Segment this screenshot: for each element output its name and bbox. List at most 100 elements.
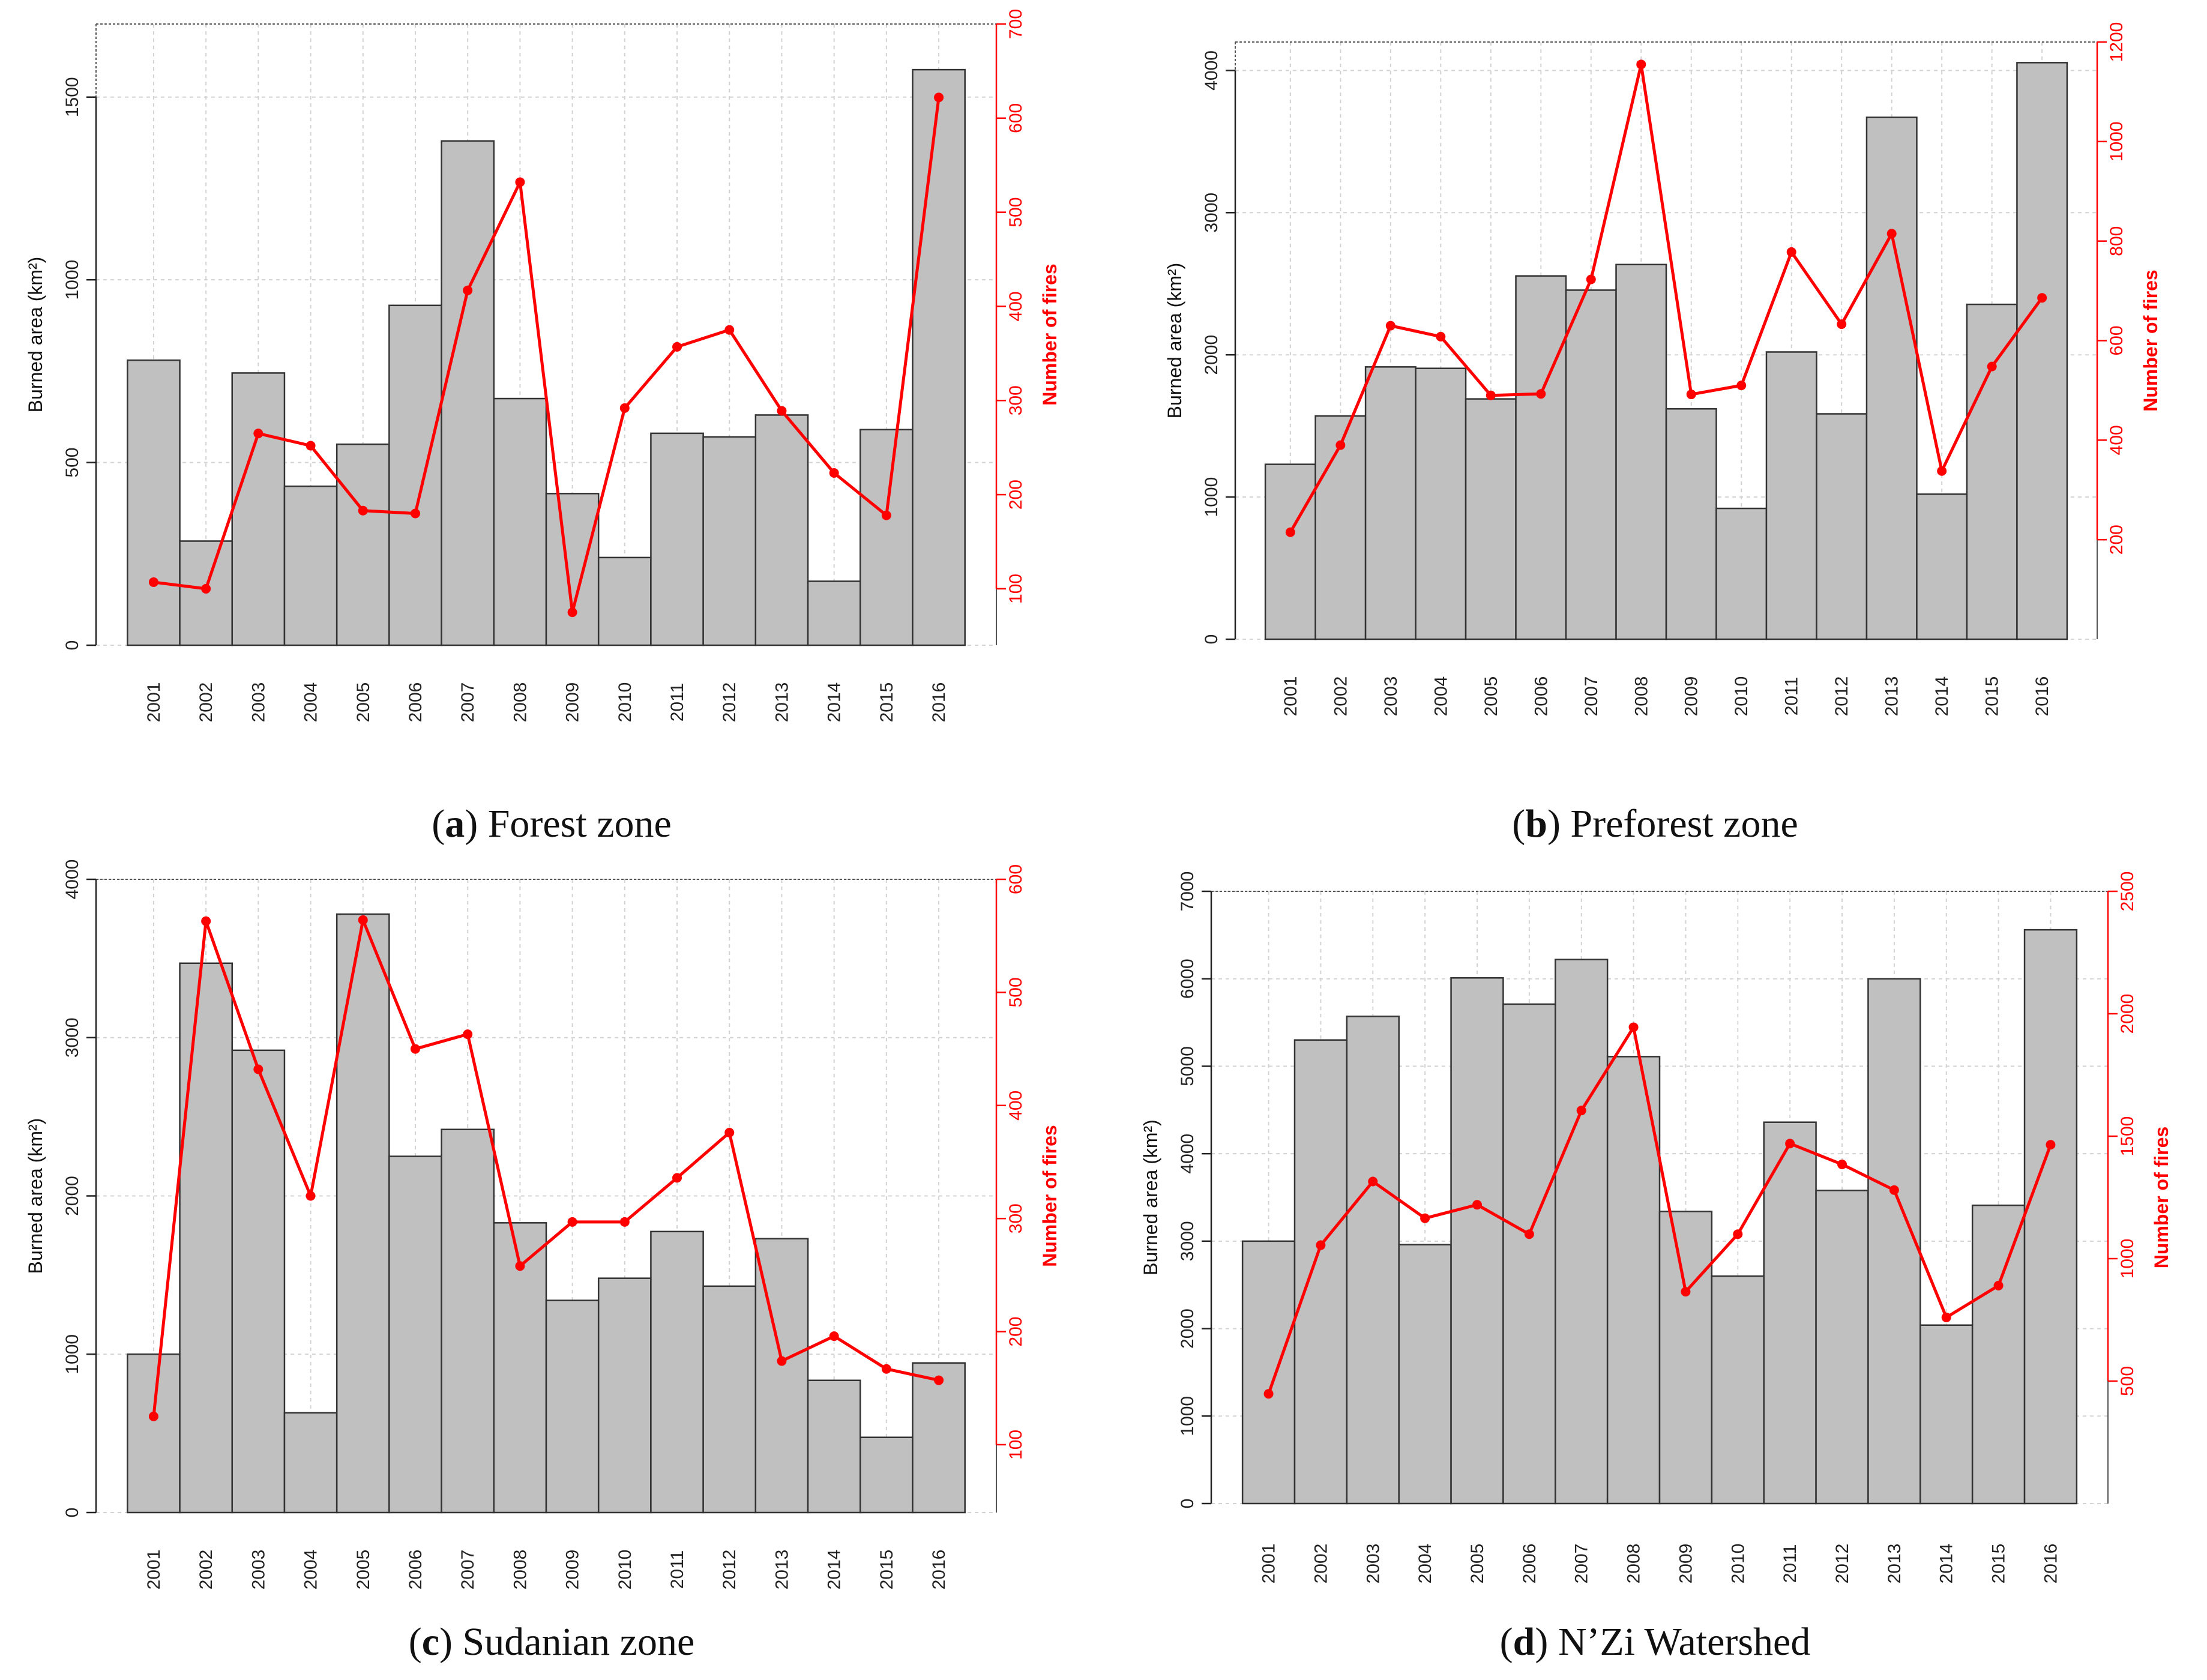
- chart-d-x-tick-label: 2016: [2041, 1544, 2061, 1584]
- chart-d-bar-2012: [1815, 1190, 1869, 1505]
- chart-a-right-axis: 100 200 300 400 500 600 700 Number of fires: [995, 9, 1061, 604]
- chart-d-x-tick-label: 2014: [1937, 1544, 1957, 1584]
- chart-c-bar-2012: [702, 1285, 757, 1514]
- chart-d-x-tick-label: 2004: [1415, 1544, 1435, 1584]
- chart-b-x-tick-label: 2002: [1331, 676, 1350, 717]
- chart-a-fires-point-2001: [148, 577, 158, 587]
- chart-c-left-tick-label: 2000: [62, 1176, 82, 1216]
- chart-d-fires-point-2003: [1368, 1176, 1378, 1187]
- chart-c-bars: [127, 913, 966, 1514]
- chart-c-fires-point-2003: [253, 1064, 263, 1074]
- chart-d-right-tick-label: 1000: [2118, 1239, 2137, 1279]
- chart-b-fires-point-2007: [1586, 274, 1596, 285]
- chart-c-x-tick-label: 2010: [615, 1550, 635, 1590]
- chart-a-x-tick-label: 2012: [720, 682, 739, 723]
- chart-b-x-tick-label: 2003: [1381, 676, 1401, 717]
- chart-d-x-tick-label: 2006: [1520, 1544, 1540, 1584]
- chart-b-x-tick-label: 2013: [1882, 676, 1902, 717]
- chart-d-bar-2009: [1658, 1211, 1713, 1505]
- chart-d-left-tick-label: 7000: [1178, 872, 1197, 912]
- chart-a-bar-2008: [493, 397, 547, 646]
- chart-a-x-tick-label: 2007: [458, 682, 478, 723]
- chart-a-fires-point-2012: [724, 325, 735, 335]
- caption-b: (b) Preforest zone: [1512, 802, 1798, 846]
- caption-a: (a) Forest zone: [432, 802, 672, 846]
- chart-b-left-axis-title: Burned area (km²): [1164, 263, 1185, 419]
- chart-d-bar-2013: [1867, 978, 1921, 1505]
- chart-b-left-axis: 0 1000 2000 3000 4000 Burned area (km²): [1164, 50, 1236, 644]
- chart-d-bar-2014: [1919, 1324, 1974, 1505]
- chart-b-x-tick-label: 2005: [1481, 676, 1501, 717]
- chart-b-left-tick-label: 2000: [1202, 335, 1221, 375]
- chart-b-x-tick-label: 2010: [1732, 676, 1751, 717]
- chart-c-right-tick-label: 200: [1006, 1317, 1026, 1347]
- chart-d-fires-point-2002: [1316, 1240, 1326, 1250]
- chart-d-x-tick-label: 2003: [1363, 1544, 1383, 1584]
- chart-a-right-tick-label: 600: [1006, 103, 1026, 133]
- chart-b-x-tick-label: 2007: [1582, 676, 1601, 717]
- chart-a-left-axis-title: Burned area (km²): [25, 257, 46, 413]
- chart-d-fires-point-2001: [1263, 1389, 1274, 1399]
- chart-b-x-axis: 2001 2002 2003 2004 2005 2006 2007 2008 2009 2010…: [1281, 676, 2052, 717]
- chart-c-fires-point-2010: [619, 1217, 630, 1227]
- caption-b-text: Preforest zone: [1570, 802, 1798, 846]
- caption-c-letter: c: [421, 1620, 440, 1664]
- chart-c-x-tick-label: 2005: [354, 1550, 373, 1590]
- chart-d-x-axis: 2001 2002 2003 2004 2005 2006 2007 2008 2009 2010…: [1259, 1544, 2061, 1584]
- chart-c-x-axis: 2001 2002 2003 2004 2005 2006 2007 2008 2009 2010…: [144, 1550, 949, 1590]
- chart-b-fires-series: [1285, 59, 2047, 537]
- chart-d-fires-point-2011: [1785, 1139, 1795, 1149]
- chart-d-x-tick-label: 2007: [1572, 1544, 1592, 1584]
- chart-b-x-tick-label: 2016: [2032, 676, 2052, 717]
- caption-a-text: Forest zone: [487, 802, 672, 846]
- chart-a-fires-point-2016: [934, 92, 944, 103]
- chart-a-right-tick-label: 100: [1006, 574, 1026, 604]
- chart-d-fires-series: [1263, 1022, 2056, 1399]
- chart-d-fires-point-2006: [1524, 1229, 1534, 1239]
- chart-d-left-tick-label: 0: [1178, 1499, 1197, 1509]
- chart-c-x-tick-label: 2009: [563, 1550, 583, 1590]
- chart-b-x-tick-label: 2004: [1431, 676, 1451, 717]
- chart-c-right-axis-title: Number of fires: [1039, 1125, 1061, 1266]
- chart-d-bar-2005: [1450, 977, 1504, 1505]
- chart-c-x-tick-label: 2004: [301, 1550, 321, 1590]
- chart-c-fires-point-2002: [201, 916, 211, 926]
- chart-d-fires-point-2010: [1733, 1229, 1743, 1239]
- chart-d-fires-point-2014: [1941, 1312, 1951, 1322]
- chart-a-fires-line: [153, 97, 941, 614]
- chart-c-fires-point-2014: [829, 1331, 839, 1341]
- chart-b-bar-2013: [1865, 116, 1918, 640]
- chart-a-left-axis: 0 500 1000 1500 Burned area (km²): [25, 77, 97, 650]
- chart-b-right-tick-label: 800: [2107, 226, 2127, 256]
- chart-d-right-axis-title: Number of fires: [2151, 1127, 2172, 1268]
- chart-a-fires-point-2014: [829, 468, 839, 478]
- chart-a-x-tick-label: 2002: [196, 682, 216, 723]
- chart-d-left-axis-title: Burned area (km²): [1140, 1119, 1161, 1275]
- chart-d-left-tick-label: 2000: [1178, 1308, 1197, 1349]
- chart-d-fires-point-2013: [1889, 1185, 1899, 1195]
- chart-c-svg: 0 1000 2000 3000 4000 Burned area (km²) 100 200…: [25, 860, 1061, 1590]
- chart-c-x-tick-label: 2006: [406, 1550, 426, 1590]
- chart-a-bar-2010: [597, 556, 652, 646]
- chart-b-bar-2007: [1565, 289, 1617, 640]
- chart-a-bar-2004: [283, 485, 338, 646]
- chart-b-bars: [1264, 62, 2068, 640]
- chart-b-fires-point-2013: [1886, 229, 1897, 239]
- chart-b-right-tick-label: 200: [2107, 525, 2127, 555]
- chart-d-bar-2011: [1763, 1121, 1817, 1505]
- chart-b-bar-2003: [1364, 366, 1417, 640]
- chart-d-x-tick-label: 2013: [1885, 1544, 1904, 1584]
- caption-d: (d) N’Zi Watershed: [1499, 1620, 1811, 1664]
- chart-b-bar-2014: [1916, 493, 1968, 640]
- chart-b-fires-point-2010: [1736, 381, 1747, 391]
- chart-b-svg: 0 1000 2000 3000 4000 Burned area (km²) 200 400…: [1164, 22, 2161, 717]
- chart-d-x-tick-label: 2002: [1311, 1544, 1331, 1584]
- chart-a-bar-2009: [545, 493, 600, 646]
- chart-b-fires-point-2004: [1436, 331, 1446, 342]
- chart-a-fires-point-2008: [515, 177, 525, 187]
- chart-d-fires-point-2008: [1628, 1022, 1639, 1032]
- chart-b-x-tick-label: 2014: [1932, 676, 1952, 717]
- chart-d-x-tick-label: 2009: [1676, 1544, 1696, 1584]
- chart-b-bar-2001: [1264, 463, 1316, 640]
- chart-c-bar-2010: [597, 1277, 652, 1514]
